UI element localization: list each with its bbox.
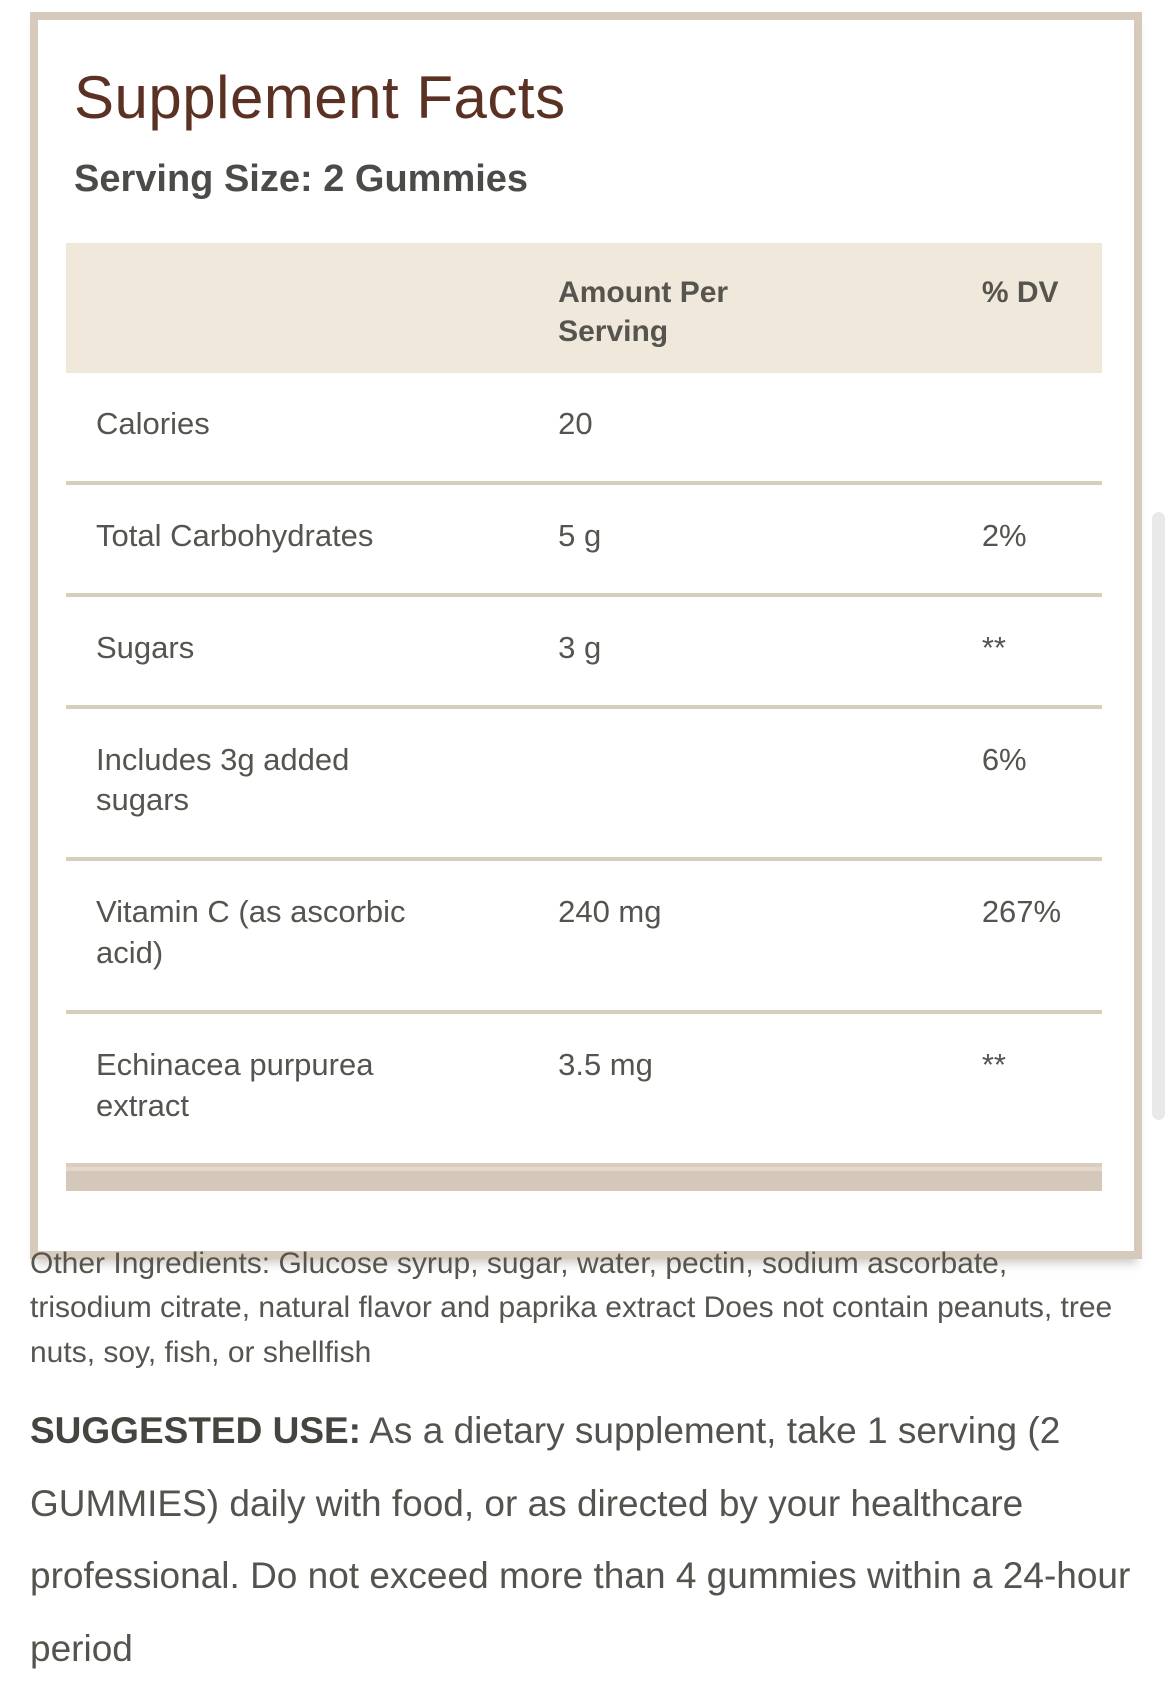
nutrient-name: Vitamin C (as ascorbic acid) [96,894,406,971]
header-percent-dv: % DV [981,275,1059,309]
supplement-facts-title: Supplement Facts [74,64,566,131]
table-header-row: Amount Per Serving % DV [66,242,1102,373]
nutrient-name: Includes 3g added sugars [96,741,350,818]
table-row: Echinacea purpurea extract 3.5 mg ** [66,1014,1102,1167]
nutrient-dv: ** [981,1047,1006,1083]
nutrient-amount: 20 [558,405,593,441]
nutrient-amount [558,740,982,822]
suggested-use-text: As a dietary supplement, take 1 serving … [30,1410,1131,1669]
table-row: Vitamin C (as ascorbic acid) 240 mg 267% [66,861,1102,1015]
scrollbar-thumb[interactable] [1152,512,1165,1120]
supplement-facts-panel: Supplement Facts Serving Size: 2 Gummies… [30,12,1142,1259]
nutrient-amount: 3.5 mg [558,1047,653,1083]
suggested-use-label: SUGGESTED USE: [30,1410,361,1451]
table-row: Sugars 3 g ** [66,597,1102,709]
nutrient-name: Echinacea purpurea extract [96,1047,374,1124]
serving-size: Serving Size: 2 Gummies [74,158,529,201]
header-amount-per-serving: Amount Per Serving [558,275,729,348]
other-ingredients-text: Other Ingredients: Glucose syrup, sugar,… [30,1247,1113,1369]
table-row: Calories 20 [66,373,1102,485]
header-nutrient [66,273,558,351]
supplement-facts-table: Amount Per Serving % DV Calories 20 Tota… [66,242,1102,1191]
nutrient-name: Total Carbohydrates [96,517,374,553]
table-footer-bar [66,1166,1102,1191]
nutrient-amount: 240 mg [558,894,662,930]
nutrient-dv: 2% [981,517,1027,553]
nutrient-dv: 6% [981,741,1027,777]
nutrient-name: Calories [96,405,210,441]
table-row: Total Carbohydrates 5 g 2% [66,485,1102,597]
table-row: Includes 3g added sugars 6% [66,709,1102,862]
nutrient-amount: 3 g [558,629,602,665]
nutrient-amount: 5 g [558,517,602,553]
nutrient-name: Sugars [96,629,195,665]
nutrient-dv: 267% [981,894,1062,930]
nutrient-dv: ** [981,629,1006,665]
nutrient-dv [982,404,1102,445]
suggested-use-paragraph: SUGGESTED USE: As a dietary supplement, … [30,1395,1140,1685]
